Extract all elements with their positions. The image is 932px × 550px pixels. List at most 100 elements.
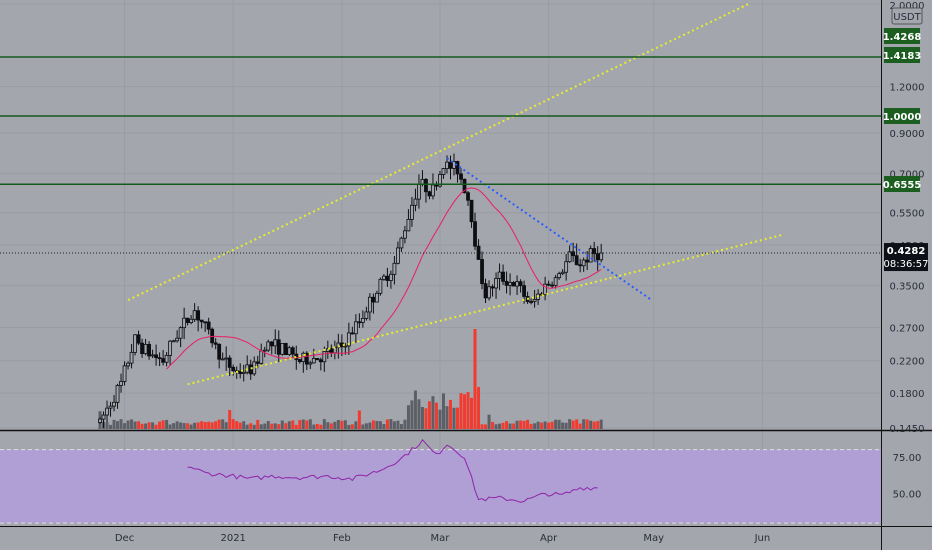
candle (262, 349, 267, 352)
candle (157, 357, 162, 360)
level-badge-label: 1.0000 (883, 112, 922, 123)
volume-bar (417, 399, 421, 429)
volume-bar (463, 394, 467, 429)
candle (238, 370, 243, 374)
last-price-badge: 0.4282 08:36:57 (884, 243, 928, 272)
candle (199, 319, 204, 323)
volume-bar (301, 419, 305, 429)
volume-bar (494, 424, 498, 429)
candle (318, 359, 323, 363)
volume-bar (151, 422, 155, 429)
volume-bar (526, 419, 530, 429)
candle (382, 275, 386, 280)
candle (455, 161, 460, 175)
time-tick-label: 2021 (220, 533, 245, 544)
volume-bar (561, 422, 565, 429)
candle (417, 183, 421, 200)
candle (364, 311, 369, 319)
volume-bar (508, 423, 512, 429)
candle (185, 317, 190, 324)
candle (360, 318, 365, 323)
candle (206, 321, 211, 330)
volume-bar (137, 421, 141, 429)
volume-bar (347, 424, 351, 429)
candle (371, 296, 376, 303)
candle (385, 275, 390, 281)
candle (515, 281, 519, 287)
candle (269, 341, 274, 347)
candle (462, 178, 467, 194)
volume-bar (533, 423, 537, 429)
currency-label[interactable]: USDT (891, 7, 923, 25)
candle (108, 405, 113, 409)
volume-bar (368, 422, 372, 429)
candle (585, 259, 590, 263)
candle (543, 283, 548, 296)
volume-bar (168, 424, 172, 429)
candle (357, 321, 362, 324)
candle (546, 283, 551, 286)
volume-bar (501, 422, 505, 429)
candle (343, 345, 348, 348)
candle (325, 348, 330, 352)
volume-bar (480, 424, 484, 429)
candle (266, 341, 271, 351)
candle (171, 340, 176, 343)
level-badge (884, 47, 920, 63)
volume-bar (434, 402, 438, 429)
candle (224, 357, 229, 360)
candle (119, 381, 123, 386)
candle (168, 340, 173, 356)
volume-bar (438, 409, 442, 429)
volume-bar (512, 423, 516, 429)
volume-bar (420, 406, 424, 429)
volume-bar (270, 423, 274, 429)
trendlines (127, 3, 784, 386)
candle (273, 339, 278, 347)
last-price-value: 0.4282 (887, 246, 926, 257)
candle (252, 361, 257, 375)
volume-bar (119, 419, 123, 429)
price-tick-label: 1.2000 (890, 83, 925, 94)
volume-bar (491, 421, 495, 429)
candle (396, 247, 400, 264)
volume-bar (221, 419, 225, 429)
price-tick-label: 0.2200 (890, 357, 925, 368)
volume-bar (403, 419, 407, 429)
volume-bar (599, 419, 603, 429)
volume-bar (350, 424, 354, 429)
candle (150, 354, 155, 357)
candle (487, 286, 491, 299)
volume-bar (413, 390, 417, 429)
volume-bar (238, 422, 242, 429)
volume-bar (340, 420, 344, 429)
grid (0, 0, 881, 526)
candle (588, 248, 593, 263)
candle (410, 204, 414, 220)
volume-bar (484, 424, 488, 429)
volume-bar (116, 421, 120, 429)
volume-bar (249, 423, 253, 429)
candle (353, 321, 358, 335)
volume-bar (406, 405, 410, 429)
volume-bar (336, 419, 340, 429)
volume-bar (298, 420, 302, 429)
candle (574, 255, 579, 266)
volume-bar (585, 419, 589, 429)
candle (126, 362, 130, 367)
rsi-tick-label: 50.00 (893, 490, 922, 501)
candle (129, 351, 134, 364)
candle (553, 277, 558, 286)
candle (217, 343, 222, 360)
time-tick-label: Dec (115, 533, 134, 544)
candle (438, 174, 442, 187)
volume-bar (319, 424, 323, 429)
candle (403, 230, 407, 239)
volume-bar (448, 399, 452, 429)
volume-bar (522, 420, 526, 429)
candle (308, 362, 313, 365)
candle (115, 384, 120, 403)
time-tick-label: Feb (333, 533, 351, 544)
candle (567, 251, 572, 263)
